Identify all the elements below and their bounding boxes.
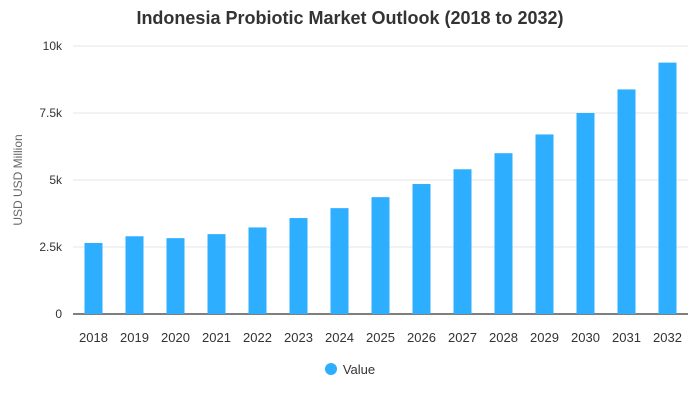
bar-2021 bbox=[207, 234, 226, 314]
bar-2025 bbox=[371, 197, 390, 314]
bar-2031 bbox=[617, 89, 636, 314]
x-tick-label: 2029 bbox=[530, 330, 559, 345]
bars bbox=[84, 62, 677, 315]
x-tick-label: 2024 bbox=[325, 330, 354, 345]
x-tick-label: 2030 bbox=[571, 330, 600, 345]
x-tick-label: 2032 bbox=[653, 330, 682, 345]
x-tick-label: 2018 bbox=[79, 330, 108, 345]
y-axis-ticks: 0 2.5k 5k 7.5k 10k bbox=[39, 39, 63, 321]
x-tick-label: 2025 bbox=[366, 330, 395, 345]
x-tick-label: 2020 bbox=[161, 330, 190, 345]
x-tick-label: 2021 bbox=[202, 330, 231, 345]
chart-title: Indonesia Probiotic Market Outlook (2018… bbox=[136, 8, 564, 28]
bar-2027 bbox=[453, 169, 472, 314]
y-tick-label: 10k bbox=[43, 39, 63, 53]
bar-2023 bbox=[289, 218, 308, 314]
x-tick-label: 2028 bbox=[489, 330, 518, 345]
y-tick-label: 5k bbox=[49, 173, 63, 187]
x-tick-label: 2019 bbox=[120, 330, 149, 345]
bar-2019 bbox=[125, 236, 144, 314]
bar-2030 bbox=[576, 113, 595, 314]
legend-swatch bbox=[324, 363, 337, 375]
y-tick-label: 0 bbox=[55, 307, 62, 321]
x-tick-label: 2026 bbox=[407, 330, 436, 345]
legend: Value bbox=[0, 362, 700, 377]
x-tick-label: 2023 bbox=[284, 330, 313, 345]
bar-2028 bbox=[494, 153, 513, 314]
bar-2026 bbox=[412, 184, 431, 314]
x-tick-label: 2027 bbox=[448, 330, 477, 345]
bar-2022 bbox=[248, 227, 267, 314]
x-tick-label: 2031 bbox=[612, 330, 641, 345]
x-tick-label: 2022 bbox=[243, 330, 272, 345]
bar-2018 bbox=[84, 242, 103, 314]
legend-label: Value bbox=[342, 362, 376, 377]
bar-2024 bbox=[330, 208, 349, 314]
bar-2029 bbox=[535, 134, 554, 314]
y-tick-label: 7.5k bbox=[39, 106, 63, 120]
x-axis-ticks: 2018 2019 2020 2021 2022 2023 2024 2025 2026 2027… bbox=[79, 330, 682, 345]
bar-2020 bbox=[166, 238, 185, 314]
y-tick-label: 2.5k bbox=[39, 240, 63, 254]
bar-2032 bbox=[658, 62, 677, 315]
